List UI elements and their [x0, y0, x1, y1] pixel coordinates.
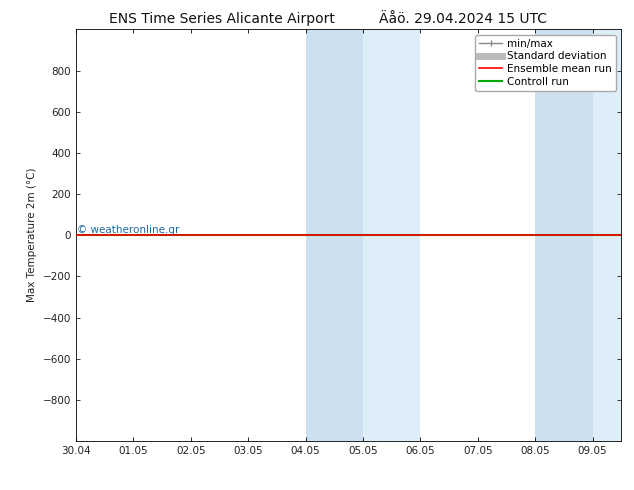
Text: ENS Time Series Alicante Airport: ENS Time Series Alicante Airport: [109, 12, 335, 26]
Bar: [363, 29, 420, 441]
Y-axis label: Max Temperature 2m (°C): Max Temperature 2m (°C): [27, 168, 37, 302]
Bar: [306, 29, 363, 441]
Legend: min/max, Standard deviation, Ensemble mean run, Controll run: min/max, Standard deviation, Ensemble me…: [475, 35, 616, 91]
Bar: [593, 29, 621, 441]
Text: Äåö. 29.04.2024 15 UTC: Äåö. 29.04.2024 15 UTC: [379, 12, 547, 26]
Text: © weatheronline.gr: © weatheronline.gr: [77, 225, 179, 235]
Bar: [535, 29, 593, 441]
